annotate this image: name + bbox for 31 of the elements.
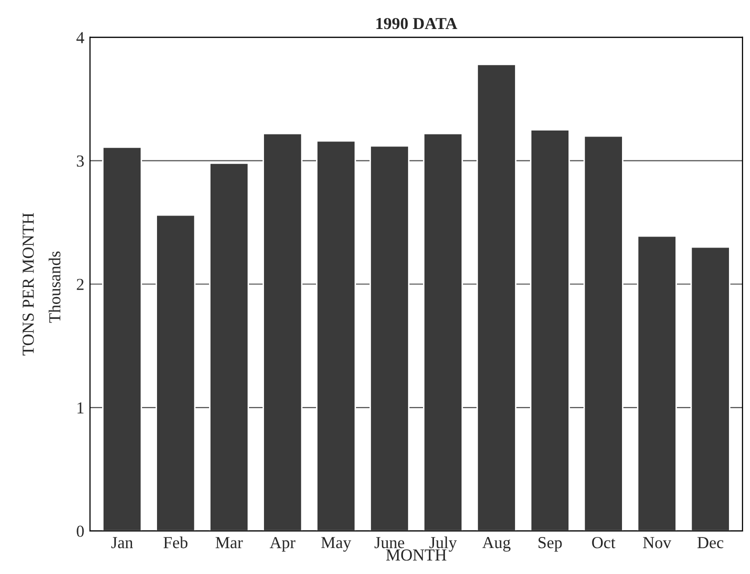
bar [102,146,142,531]
bar [156,214,196,531]
bar [209,162,250,531]
y-tick-label: 3 [76,155,84,167]
bar [476,64,516,531]
bar [316,140,356,531]
x-tick-label: Apr [270,537,296,552]
bar [370,145,410,531]
y-axis-title: TONS PER MONTH [22,213,34,356]
bar [423,132,463,531]
x-tick-label: Nov [643,537,672,548]
y-tick-label: 2 [76,278,84,290]
x-tick-label: Aug [482,537,511,552]
x-tick-label: Sep [538,537,562,552]
text: Thousands [48,251,60,323]
x-tick-label: Oct [592,537,616,548]
bar [262,132,302,531]
x-tick-label: Mar [216,537,243,548]
chart-title: 1990 DATA [376,18,458,30]
x-tick-label: Jan [111,537,133,548]
y-tick-label: 1 [78,402,84,414]
bar [690,246,730,531]
bar [530,129,570,531]
bar [636,235,677,531]
y-tick-label: 4 [76,32,84,44]
bar [583,135,624,531]
x-tick-label: May [321,537,352,552]
x-tick-label: Dec [697,537,724,548]
x-tick-label: Feb [164,536,188,548]
x-tick-label: June [374,537,404,548]
y-tick-label: 0 [76,526,84,537]
